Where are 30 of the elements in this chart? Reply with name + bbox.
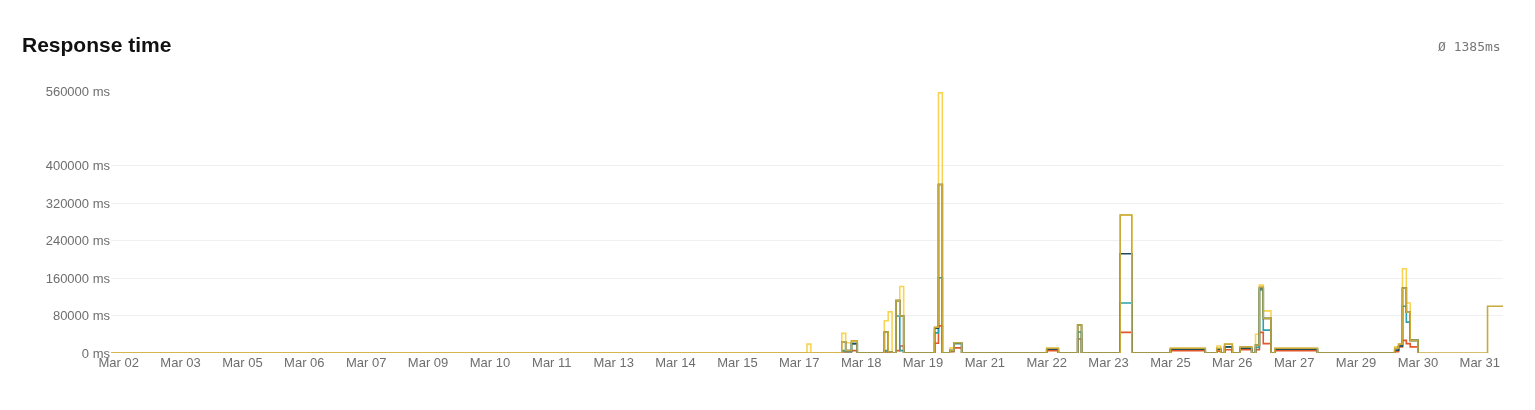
x-tick-label: Mar 22 bbox=[1026, 355, 1067, 370]
x-tick-label: Mar 27 bbox=[1273, 355, 1315, 370]
text: Ø 1385ms bbox=[1438, 39, 1501, 54]
y-tick-label: 240000 ms bbox=[45, 233, 111, 249]
x-tick-label: Mar 29 bbox=[1335, 355, 1377, 370]
x-tick-label: Mar 13 bbox=[593, 355, 634, 370]
x-tick-label: Mar 31 bbox=[1459, 355, 1501, 370]
x-tick-label: Mar 19 bbox=[902, 355, 944, 370]
x-tick-label: Mar 10 bbox=[469, 355, 511, 370]
x-tick-label: Mar 07 bbox=[345, 355, 387, 370]
x-tick-label: Mar 03 bbox=[160, 355, 201, 370]
x-tick-label: Mar 30 bbox=[1397, 355, 1439, 370]
y-tick-label: 160000 ms bbox=[45, 270, 111, 286]
x-tick-label: Mar 23 bbox=[1088, 355, 1129, 370]
x-tick-label: Mar 25 bbox=[1150, 355, 1191, 370]
x-tick-label: Mar 11 bbox=[532, 355, 572, 370]
chart-title: Response time bbox=[22, 33, 172, 57]
x-tick-label: Mar 06 bbox=[284, 355, 325, 370]
y-tick-label: 80000 ms bbox=[52, 308, 111, 324]
y-tick-label: 560000 ms bbox=[45, 83, 111, 99]
x-tick-label: Mar 09 bbox=[407, 355, 449, 370]
x-tick-label: Mar 17 bbox=[779, 355, 820, 370]
y-tick-label: 320000 ms bbox=[45, 195, 111, 211]
x-tick-label: Mar 26 bbox=[1212, 355, 1253, 370]
x-tick-label: Mar 21 bbox=[964, 355, 1006, 370]
x-tick-label: Mar 05 bbox=[222, 355, 263, 370]
x-tick-label: Mar 14 bbox=[655, 355, 696, 370]
y-tick-label: 400000 ms bbox=[45, 158, 111, 174]
x-tick-label: Mar 15 bbox=[717, 355, 758, 370]
x-tick-label: Mar 18 bbox=[840, 355, 882, 370]
